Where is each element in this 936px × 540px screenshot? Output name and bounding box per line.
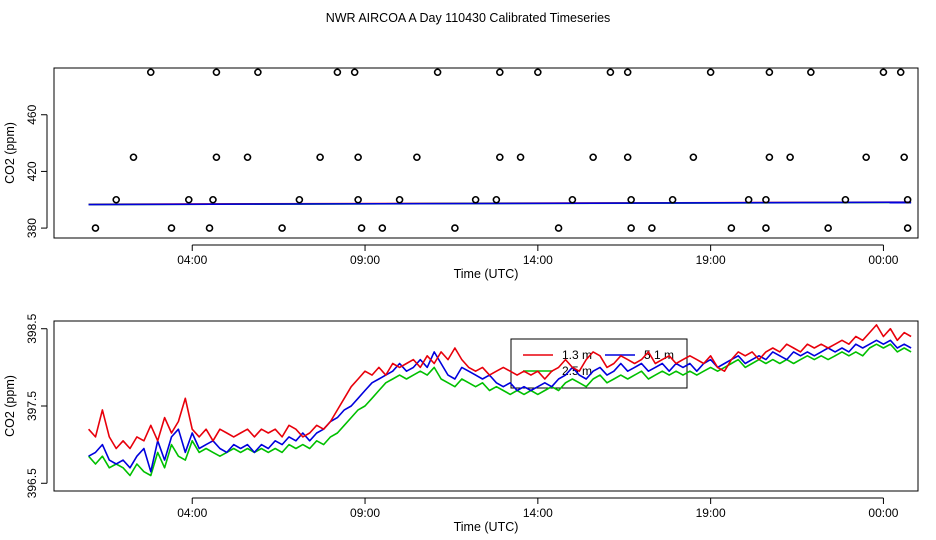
series-line: [88, 343, 912, 477]
data-point: [862, 153, 870, 162]
x-tick-label: 19:00: [696, 506, 726, 520]
data-point: [278, 224, 286, 232]
y-axis-label: CO2 (ppm): [3, 122, 17, 184]
data-point: [205, 224, 214, 232]
data-point: [668, 195, 677, 204]
y-tick-label: 396.5: [25, 468, 39, 498]
data-point: [841, 195, 850, 204]
data-point: [689, 153, 698, 162]
scatter-panel: 04:00 09:00 14:00 19:00 00:00 Time (UTC) 380 42…: [3, 67, 919, 281]
data-point: [243, 153, 252, 162]
data-point: [765, 153, 774, 162]
data-point: [254, 68, 262, 77]
data-point: [333, 68, 342, 77]
data-point: [589, 153, 597, 162]
chart-title: NWR AIRCOA A Day 110430 Calibrated Times…: [326, 11, 611, 25]
data-point: [762, 224, 770, 232]
data-point: [167, 224, 176, 232]
data-point: [623, 68, 632, 77]
y-axis-label: CO2 (ppm): [3, 375, 17, 437]
plot-frame: [53, 67, 919, 239]
data-point: [471, 195, 480, 204]
x-tick-label: 04:00: [177, 253, 207, 267]
data-point: [433, 68, 442, 77]
x-tick-label: 09:00: [350, 253, 380, 267]
data-point: [413, 153, 421, 162]
data-point: [129, 153, 138, 162]
x-axis-label: Time (UTC): [454, 267, 519, 281]
data-point: [824, 224, 832, 232]
y-tick-label: 460: [25, 104, 39, 124]
y-tick-label: 380: [25, 218, 39, 238]
data-point: [516, 153, 525, 162]
data-point: [184, 195, 193, 204]
data-point: [496, 68, 504, 77]
data-point: [496, 153, 504, 162]
y-tick-label: 397.5: [25, 391, 39, 421]
x-tick-label: 09:00: [350, 506, 380, 520]
data-point: [295, 195, 304, 204]
data-point: [765, 68, 774, 77]
data-point: [492, 195, 501, 204]
data-point: [706, 68, 715, 77]
data-point: [879, 68, 888, 77]
data-point: [146, 68, 155, 77]
legend: 1.3 m 5.1 m 2.5 m: [510, 338, 688, 389]
data-point: [903, 195, 912, 204]
data-point: [350, 68, 359, 77]
data-point: [606, 68, 615, 77]
x-tick-label: 00:00: [868, 253, 898, 267]
legend-box: [510, 338, 688, 389]
data-point: [209, 195, 217, 204]
data-point: [762, 195, 770, 204]
data-point: [623, 153, 632, 162]
data-point: [357, 224, 366, 232]
series-line: [88, 201, 912, 206]
x-tick-label: 04:00: [177, 506, 207, 520]
data-point: [900, 153, 908, 162]
data-point: [727, 224, 736, 232]
data-point: [744, 195, 753, 204]
x-tick-label: 14:00: [523, 506, 553, 520]
series-line: [88, 339, 912, 473]
series-line: [88, 324, 912, 450]
data-point: [91, 224, 100, 232]
data-point: [568, 195, 577, 204]
data-point: [354, 195, 362, 204]
plot-frame: [53, 320, 919, 492]
x-tick-label: 14:00: [523, 253, 553, 267]
data-point: [451, 224, 459, 232]
legend-label: 2.5 m: [562, 364, 592, 378]
data-point: [212, 68, 221, 77]
legend-label: 5.1 m: [644, 348, 674, 362]
y-tick-label: 420: [25, 161, 39, 181]
x-axis-label: Time (UTC): [454, 520, 519, 534]
data-point: [378, 224, 387, 232]
x-tick-label: 19:00: [696, 253, 726, 267]
data-point: [807, 68, 815, 77]
data-point: [316, 153, 324, 162]
data-point: [896, 68, 905, 77]
data-point: [627, 224, 635, 232]
line-panel: 04:00 09:00 14:00 19:00 00:00 Time (UTC) 396.5…: [3, 313, 919, 534]
legend-label: 1.3 m: [562, 348, 592, 362]
y-tick-label: 398.5: [25, 313, 39, 343]
data-point: [554, 224, 563, 232]
data-point: [212, 153, 221, 162]
data-point: [648, 224, 656, 232]
data-point: [534, 68, 542, 77]
x-tick-label: 00:00: [868, 506, 898, 520]
data-point: [786, 153, 794, 162]
data-point: [903, 224, 912, 232]
data-point: [627, 195, 635, 204]
data-point: [395, 195, 404, 204]
data-point: [354, 153, 362, 162]
data-point: [112, 195, 121, 204]
